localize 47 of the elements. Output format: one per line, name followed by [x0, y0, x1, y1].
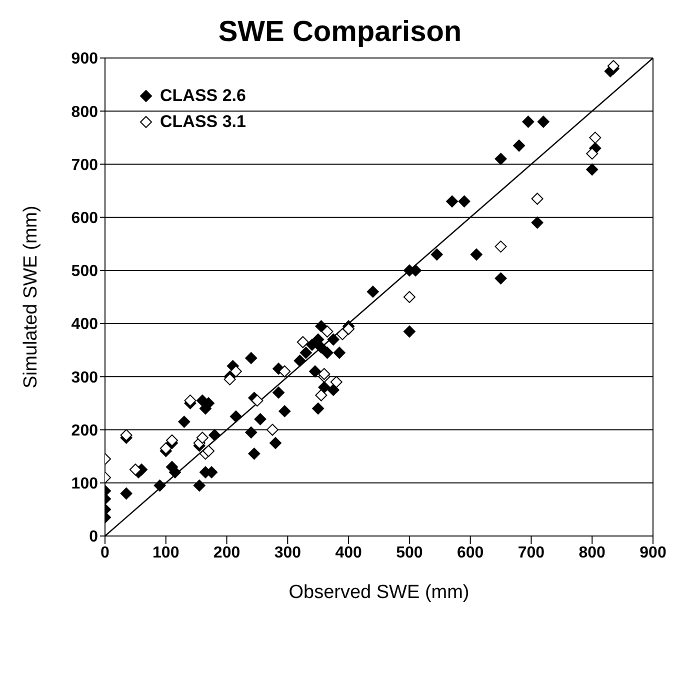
- point: [607, 60, 620, 72]
- point: [586, 148, 598, 160]
- point: [166, 434, 178, 446]
- legend-label: CLASS 2.6: [160, 85, 246, 107]
- x-tick-label: 700: [518, 544, 545, 562]
- y-tick-label: 0: [89, 528, 98, 546]
- y-axis-title: Simulated SWE (mm): [20, 206, 42, 388]
- point: [196, 432, 208, 444]
- x-tick-label: 800: [578, 544, 606, 562]
- point: [251, 394, 264, 407]
- x-tick-label: 400: [335, 544, 362, 562]
- point: [403, 291, 416, 303]
- x-tick-label: 100: [152, 544, 180, 562]
- x-axis-title: Observed SWE (mm): [288, 582, 470, 603]
- y-tick-label: 300: [71, 369, 98, 386]
- point: [224, 373, 236, 386]
- point: [120, 429, 132, 442]
- y-tick-label: 600: [71, 210, 98, 228]
- point: [342, 322, 355, 335]
- point: [160, 442, 172, 454]
- point: [278, 365, 291, 378]
- point: [589, 132, 602, 144]
- x-tick-label: 300: [274, 544, 302, 562]
- y-tick-label: 700: [71, 156, 98, 174]
- y-tick-label: 900: [71, 50, 98, 68]
- point: [531, 192, 544, 205]
- legend-label: CLASS 3.1: [160, 111, 246, 133]
- point: [296, 336, 309, 348]
- x-tick-label: 600: [456, 544, 484, 562]
- x-tick-label: 500: [396, 544, 423, 562]
- point: [184, 394, 196, 407]
- point: [494, 240, 507, 253]
- y-tick-label: 100: [71, 476, 98, 493]
- x-tick-label: 200: [213, 544, 240, 562]
- point: [315, 389, 328, 402]
- chart-title: SWE Comparison: [217, 16, 463, 49]
- y-tick-label: 800: [71, 104, 98, 121]
- point: [230, 365, 242, 378]
- point: [318, 368, 330, 380]
- y-tick-label: 500: [71, 263, 98, 280]
- point: [202, 445, 215, 458]
- point: [266, 424, 278, 436]
- point: [129, 464, 142, 476]
- y-tick-label: 200: [71, 422, 98, 440]
- x-tick-label: 900: [640, 544, 666, 562]
- x-tick-label: 0: [100, 544, 110, 562]
- y-tick-label: 400: [71, 316, 98, 334]
